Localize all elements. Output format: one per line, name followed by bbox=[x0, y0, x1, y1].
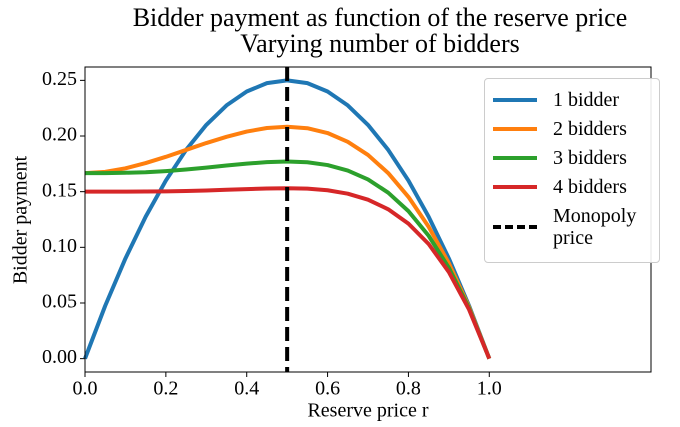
x-axis-label: Reserve price r bbox=[307, 400, 428, 422]
y-tick-label: 0.20 bbox=[42, 124, 77, 146]
y-tick-label: 0.25 bbox=[42, 68, 77, 90]
x-tick-label: 0.2 bbox=[153, 378, 178, 400]
legend-swatch bbox=[493, 127, 537, 131]
legend-item: 2 bidders bbox=[493, 118, 651, 140]
legend-swatch bbox=[493, 98, 537, 102]
y-tick-label: 0.05 bbox=[42, 291, 77, 313]
y-tick-label: 0.15 bbox=[42, 179, 77, 201]
legend-item: 4 bidders bbox=[493, 176, 651, 198]
y-tick-label: 0.00 bbox=[42, 346, 77, 368]
series-line bbox=[85, 159, 492, 360]
legend-item: 3 bidders bbox=[493, 147, 651, 169]
legend-label: Monopoly price bbox=[553, 205, 637, 249]
legend-swatch bbox=[493, 225, 537, 229]
legend-label: 1 bidder bbox=[553, 89, 620, 111]
legend: 1 bidder 2 bidders 3 bidders 4 bidders Monop… bbox=[484, 78, 660, 263]
x-tick-label: 0.6 bbox=[315, 378, 340, 400]
x-tick-label: 1.0 bbox=[477, 378, 502, 400]
x-tick-label: 0.0 bbox=[73, 378, 98, 400]
x-tick-label: 0.4 bbox=[234, 378, 259, 400]
legend-label: 3 bidders bbox=[553, 147, 627, 169]
legend-swatch bbox=[493, 185, 537, 189]
legend-label: 2 bidders bbox=[553, 118, 627, 140]
chart-title: Bidder payment as function of the reserv… bbox=[133, 3, 628, 32]
y-axis-label: Bidder payment bbox=[10, 155, 32, 284]
chart-subtitle: Varying number of bidders bbox=[240, 29, 519, 58]
legend-swatch bbox=[493, 156, 537, 160]
legend-item: 1 bidder bbox=[493, 89, 651, 111]
legend-label: 4 bidders bbox=[553, 176, 627, 198]
y-tick-label: 0.10 bbox=[42, 235, 77, 257]
series-line bbox=[84, 124, 492, 360]
legend-item: Monopoly price bbox=[493, 205, 651, 249]
x-tick-label: 0.8 bbox=[396, 378, 421, 400]
